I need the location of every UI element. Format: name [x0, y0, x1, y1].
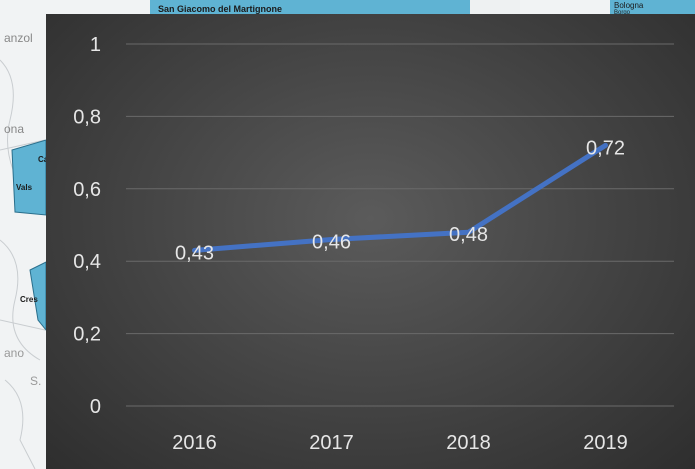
data-label: 0,43: [175, 242, 214, 264]
y-tick-label: 0,4: [73, 251, 101, 273]
x-axis-ticks: 2016 2017 2018 2019: [172, 432, 628, 454]
map-label: San Giacomo del Martignone: [158, 4, 282, 14]
series-layer: [192, 142, 608, 253]
map-label: anzol: [4, 31, 33, 45]
x-tick-label: 2019: [583, 432, 628, 454]
y-tick-label: 0,2: [73, 324, 101, 346]
x-tick-label: 2017: [309, 432, 354, 454]
x-tick-label: 2016: [172, 432, 217, 454]
y-tick-label: 0: [90, 396, 101, 418]
x-tick-label: 2018: [446, 432, 491, 454]
map-label: Borgo: [614, 10, 631, 16]
map-label: ona: [4, 122, 24, 136]
map-label: Ca: [38, 155, 49, 164]
y-tick-label: 1: [90, 34, 101, 56]
data-labels: 0,43 0,46 0,48 0,72: [175, 137, 625, 264]
map-label: Bologna: [614, 1, 644, 10]
data-label: 0,72: [586, 137, 625, 159]
series-line: [192, 142, 608, 253]
map-label: ano: [4, 346, 24, 360]
y-tick-label: 0,8: [73, 106, 101, 128]
chart-panel: 0 0,2 0,4 0,6 0,8 1 2016 2017 2018 2019 0,43 0,46…: [46, 14, 695, 469]
data-label: 0,46: [312, 231, 351, 253]
data-label: 0,48: [449, 224, 488, 246]
map-label: S.: [30, 374, 41, 388]
y-tick-label: 0,6: [73, 179, 101, 201]
y-axis-ticks: 0 0,2 0,4 0,6 0,8 1: [73, 34, 101, 418]
map-label: Vals: [16, 183, 33, 192]
map-label: Cres: [20, 295, 38, 304]
gridlines: [126, 43, 674, 407]
line-chart: 0 0,2 0,4 0,6 0,8 1 2016 2017 2018 2019 0,43 0,46…: [73, 34, 674, 454]
